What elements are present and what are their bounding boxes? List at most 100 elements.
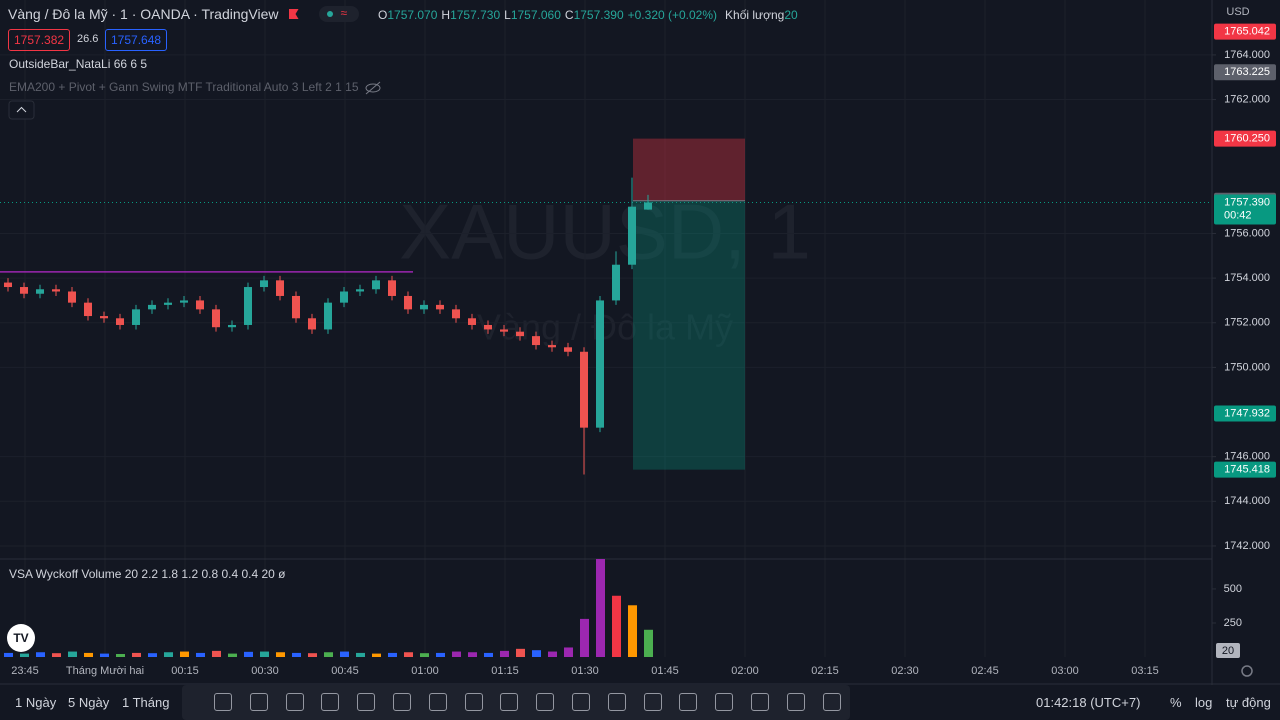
tool-icon[interactable] (643, 693, 662, 711)
volume-bar (212, 650, 221, 657)
tool-icon[interactable] (285, 693, 304, 711)
tool-icon[interactable] (715, 693, 734, 711)
candle-body (420, 304, 428, 310)
candle-body (68, 291, 76, 303)
price-label: 1763.225 (1224, 66, 1270, 78)
volume-bar (292, 652, 301, 657)
candle-body (4, 282, 12, 288)
price-label-bg (1214, 23, 1276, 40)
tool-icon[interactable] (428, 693, 447, 711)
ohlc-legend: O1757.070 H1757.730 L1757.060 C1757.390 +0.3… (378, 8, 798, 22)
settings-icon[interactable] (1241, 665, 1253, 677)
volume-bar (628, 605, 637, 657)
y-tick-label: 1750.000 (1224, 361, 1270, 373)
tool-icon[interactable] (357, 693, 376, 711)
position-label: 1760.250 (1224, 133, 1270, 145)
scale-option[interactable]: log (1195, 695, 1213, 710)
countdown: 00:42 (1224, 209, 1252, 221)
svg-text:TV: TV (13, 631, 28, 645)
collapse-button[interactable] (8, 100, 35, 120)
volume-bar (420, 653, 429, 657)
market-status[interactable]: ≈ (318, 6, 359, 22)
x-tick-label: 02:15 (811, 665, 839, 677)
candle-body (548, 345, 556, 348)
range-button[interactable]: 5 Ngày (68, 695, 110, 710)
x-tick-label: 01:00 (411, 665, 439, 677)
candle-body (484, 324, 492, 330)
tool-icon[interactable] (751, 693, 769, 711)
scale-option[interactable]: % (1170, 695, 1182, 710)
candle-body (196, 300, 204, 310)
candle-body (516, 331, 524, 337)
symbol-title[interactable]: Vàng / Đô la Mỹ · 1 · OANDA · TradingVie… (8, 6, 279, 22)
candle-body (84, 302, 92, 317)
volume-bar (436, 652, 445, 657)
tool-icon[interactable] (822, 693, 841, 711)
drawing-tools (182, 685, 850, 720)
volume-bar (500, 650, 509, 657)
volume-bar (180, 651, 189, 657)
indicator-label[interactable]: OutsideBar_NataLi 66 6 5 (9, 57, 147, 71)
volume-bar (276, 652, 285, 657)
tradingview-logo[interactable]: TV (7, 624, 35, 652)
volume-y-tick-label: 500 (1224, 583, 1242, 595)
x-tick-label: 01:30 (571, 665, 599, 677)
tool-icon[interactable] (464, 693, 483, 711)
clock[interactable]: 01:42:18 (UTC+7) (1036, 695, 1141, 710)
volume-bar (164, 652, 173, 657)
y-tick-label: 1752.000 (1224, 317, 1270, 329)
ohlc-value: 1757.070 (387, 8, 438, 22)
ohlc-value: 1757.730 (450, 8, 501, 22)
ohlc-value: 1757.390 (573, 8, 624, 22)
last-price-label: 1757.390 (1224, 196, 1270, 208)
candle-body (20, 287, 28, 294)
tool-icon[interactable] (321, 693, 340, 711)
tool-icon[interactable] (607, 693, 626, 711)
tool-icon[interactable] (536, 693, 555, 711)
y-tick-label: 1764.000 (1224, 49, 1270, 61)
y-tick-label: 1762.000 (1224, 93, 1270, 105)
range-button[interactable]: 1 Ngày (15, 695, 57, 710)
candle-body (580, 351, 588, 428)
hide-icon[interactable] (365, 81, 381, 95)
scale-option[interactable]: tự động (1226, 695, 1271, 710)
candle-body (356, 289, 364, 292)
volume-bar (244, 651, 253, 657)
volume-bar (340, 651, 349, 657)
volume-y-tick-label: 250 (1224, 617, 1242, 629)
volume-bar (148, 653, 157, 657)
candle-body (212, 309, 220, 328)
volume-bar (484, 652, 493, 657)
tool-icon[interactable] (679, 693, 698, 711)
volume-legend: Khối lượng20 (725, 8, 798, 22)
tool-icon[interactable] (249, 693, 268, 711)
tool-icon[interactable] (500, 693, 519, 711)
tool-icon[interactable] (786, 693, 805, 711)
candle-body (388, 280, 396, 296)
candle-body (340, 291, 348, 303)
volume-bar (260, 651, 269, 657)
candle-body (500, 329, 508, 332)
volume-bar (68, 651, 77, 657)
volume-bar (564, 647, 573, 657)
candle-body (116, 318, 124, 325)
volume-bar (548, 651, 557, 657)
candle-body (132, 309, 140, 325)
tool-icon[interactable] (393, 693, 411, 711)
tool-icon[interactable] (572, 693, 590, 711)
volume-bar (228, 653, 237, 657)
bid-price[interactable]: 1757.382 (8, 29, 71, 51)
range-button[interactable]: 1 Tháng (122, 695, 170, 710)
x-tick-label: 01:45 (651, 665, 679, 677)
candle-body (180, 300, 188, 303)
volume-indicator-label[interactable]: VSA Wyckoff Volume 20 2.2 1.8 1.2 0.8 0.… (9, 567, 286, 581)
volume-bar (452, 651, 461, 657)
ask-price[interactable]: 1757.648 (105, 29, 168, 51)
bottom-toolbar: 1 Ngày 5 Ngày 1 Tháng 01:42:18 (UTC+7)% log t… (0, 685, 1280, 720)
flag-icon[interactable] (288, 9, 299, 19)
currency-label[interactable]: USD (1226, 6, 1249, 18)
indicator-label[interactable]: EMA200 + Pivot + Gann Swing MTF Traditio… (9, 80, 359, 94)
x-tick-label: 00:15 (171, 665, 199, 677)
change: +0.320 (+0.02%) (627, 8, 718, 22)
tool-icon[interactable] (214, 693, 232, 711)
